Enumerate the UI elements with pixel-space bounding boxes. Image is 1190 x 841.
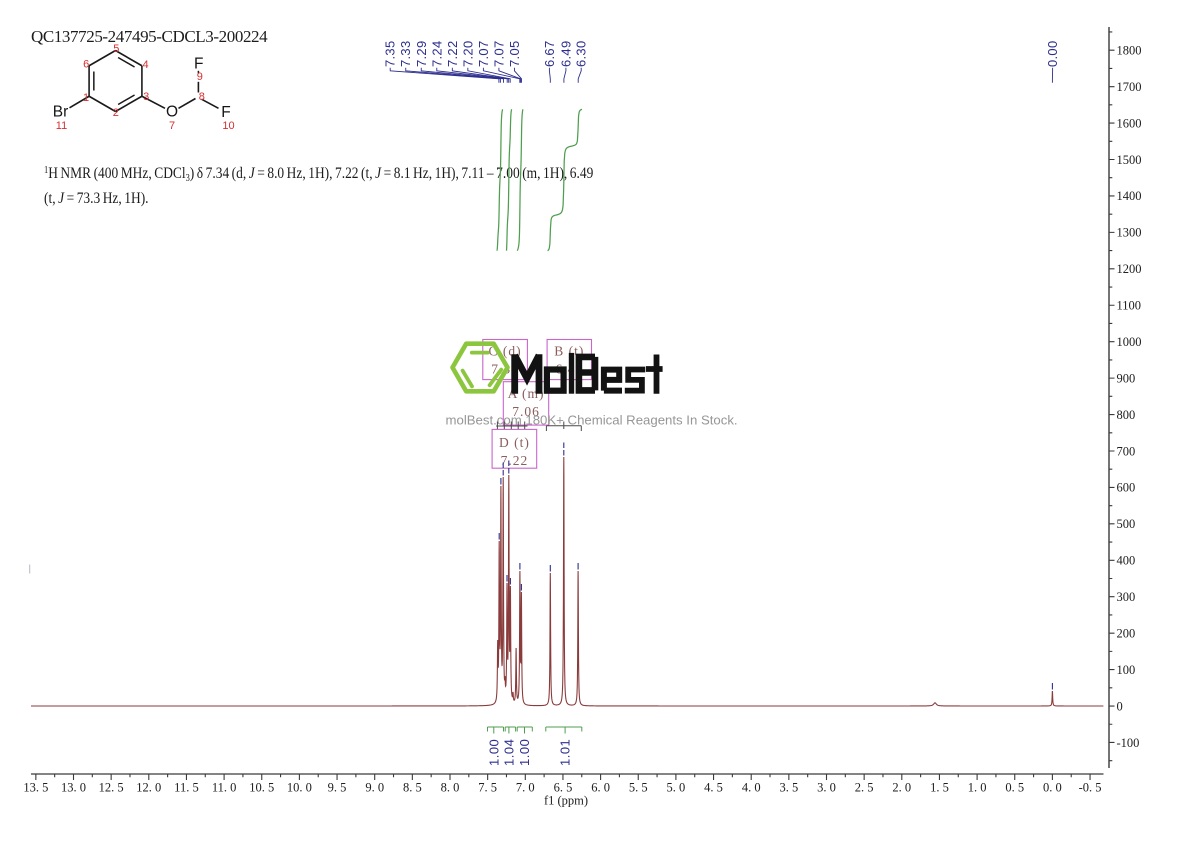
svg-text:9: 9 bbox=[197, 71, 203, 83]
svg-text:8. 0: 8. 0 bbox=[441, 781, 460, 795]
svg-text:1800: 1800 bbox=[1117, 44, 1142, 58]
svg-text:1. 5: 1. 5 bbox=[930, 781, 949, 795]
svg-text:11. 0: 11. 0 bbox=[212, 781, 237, 795]
svg-text:500: 500 bbox=[1117, 517, 1136, 531]
svg-text:0: 0 bbox=[1117, 699, 1123, 713]
svg-text:1300: 1300 bbox=[1117, 226, 1142, 240]
svg-text:-0. 5: -0. 5 bbox=[1079, 781, 1102, 795]
svg-text:7. 0: 7. 0 bbox=[516, 781, 535, 795]
svg-text:200: 200 bbox=[1117, 626, 1136, 640]
svg-text:7.33: 7.33 bbox=[398, 40, 413, 67]
svg-text:12. 5: 12. 5 bbox=[99, 781, 124, 795]
svg-text:0. 5: 0. 5 bbox=[1005, 781, 1024, 795]
svg-text:4: 4 bbox=[143, 59, 149, 71]
svg-text:700: 700 bbox=[1117, 444, 1136, 458]
svg-text:5. 5: 5. 5 bbox=[629, 781, 648, 795]
svg-text:1700: 1700 bbox=[1117, 80, 1142, 94]
svg-text:0. 0: 0. 0 bbox=[1043, 781, 1062, 795]
svg-text:13. 5: 13. 5 bbox=[23, 781, 48, 795]
svg-text:9. 0: 9. 0 bbox=[365, 781, 384, 795]
svg-text:600: 600 bbox=[1117, 481, 1136, 495]
svg-text:1100: 1100 bbox=[1117, 299, 1142, 313]
svg-text:1.04: 1.04 bbox=[502, 739, 517, 766]
svg-text:9. 5: 9. 5 bbox=[328, 781, 347, 795]
svg-text:1. 0: 1. 0 bbox=[968, 781, 987, 795]
svg-text:7.05: 7.05 bbox=[507, 40, 522, 67]
svg-text:7.07: 7.07 bbox=[491, 40, 506, 67]
svg-text:Br: Br bbox=[53, 104, 69, 121]
svg-text:800: 800 bbox=[1117, 408, 1136, 422]
svg-text:2. 5: 2. 5 bbox=[855, 781, 874, 795]
svg-text:3: 3 bbox=[143, 91, 149, 103]
svg-text:D (t): D (t) bbox=[499, 435, 530, 450]
svg-text:1.01: 1.01 bbox=[558, 739, 573, 766]
svg-text:1600: 1600 bbox=[1117, 116, 1142, 130]
svg-text:900: 900 bbox=[1117, 371, 1136, 385]
svg-text:1500: 1500 bbox=[1117, 153, 1142, 167]
svg-text:11: 11 bbox=[56, 120, 67, 132]
svg-text:-100: -100 bbox=[1117, 736, 1140, 750]
svg-text:8: 8 bbox=[199, 91, 205, 103]
svg-text:6.49: 6.49 bbox=[558, 40, 573, 67]
svg-text:1400: 1400 bbox=[1117, 189, 1142, 203]
svg-text:100: 100 bbox=[1117, 663, 1136, 677]
svg-text:0.00: 0.00 bbox=[1045, 40, 1060, 67]
svg-text:4. 0: 4. 0 bbox=[742, 781, 761, 795]
svg-text:7.06: 7.06 bbox=[512, 404, 540, 419]
svg-text:F: F bbox=[194, 55, 203, 72]
svg-text:1: 1 bbox=[83, 92, 89, 104]
svg-text:1200: 1200 bbox=[1117, 262, 1142, 276]
svg-text:1000: 1000 bbox=[1117, 335, 1142, 349]
svg-text:10. 5: 10. 5 bbox=[249, 781, 274, 795]
svg-text:1.00: 1.00 bbox=[486, 739, 501, 766]
svg-text:3. 0: 3. 0 bbox=[817, 781, 836, 795]
svg-text:molBest.com 180K+ Chemical Rea: molBest.com 180K+ Chemical Reagents In S… bbox=[446, 412, 738, 427]
svg-text:7. 5: 7. 5 bbox=[478, 781, 497, 795]
svg-text:8. 5: 8. 5 bbox=[403, 781, 422, 795]
svg-text:7.22: 7.22 bbox=[445, 40, 460, 67]
svg-text:7.35: 7.35 bbox=[383, 40, 398, 67]
svg-text:6.30: 6.30 bbox=[574, 40, 589, 67]
svg-text:6. 5: 6. 5 bbox=[554, 781, 573, 795]
svg-text:6. 0: 6. 0 bbox=[591, 781, 610, 795]
svg-text:7: 7 bbox=[169, 120, 175, 132]
svg-text:7.29: 7.29 bbox=[414, 40, 429, 67]
svg-text:2: 2 bbox=[113, 107, 119, 119]
svg-text:12. 0: 12. 0 bbox=[136, 781, 161, 795]
svg-text:400: 400 bbox=[1117, 554, 1136, 568]
svg-text:7.20: 7.20 bbox=[460, 40, 475, 67]
svg-text:7.22: 7.22 bbox=[501, 453, 529, 468]
svg-text:2. 0: 2. 0 bbox=[892, 781, 911, 795]
svg-text:300: 300 bbox=[1117, 590, 1136, 604]
svg-text:f1 (ppm): f1 (ppm) bbox=[544, 794, 588, 808]
svg-text:13. 0: 13. 0 bbox=[61, 781, 86, 795]
svg-text:5: 5 bbox=[113, 43, 119, 55]
svg-text:7.07: 7.07 bbox=[476, 40, 491, 67]
svg-text:4. 5: 4. 5 bbox=[704, 781, 723, 795]
svg-text:10. 0: 10. 0 bbox=[287, 781, 312, 795]
svg-text:5. 0: 5. 0 bbox=[667, 781, 686, 795]
svg-text:6: 6 bbox=[83, 58, 89, 70]
svg-text:6.67: 6.67 bbox=[542, 40, 557, 67]
svg-text:1.00: 1.00 bbox=[517, 739, 532, 766]
svg-text:O: O bbox=[166, 103, 178, 120]
svg-text:10: 10 bbox=[222, 120, 234, 132]
svg-text:11. 5: 11. 5 bbox=[174, 781, 199, 795]
svg-text:7.24: 7.24 bbox=[429, 40, 444, 67]
svg-text:3. 5: 3. 5 bbox=[779, 781, 798, 795]
svg-text:F: F bbox=[221, 104, 230, 121]
